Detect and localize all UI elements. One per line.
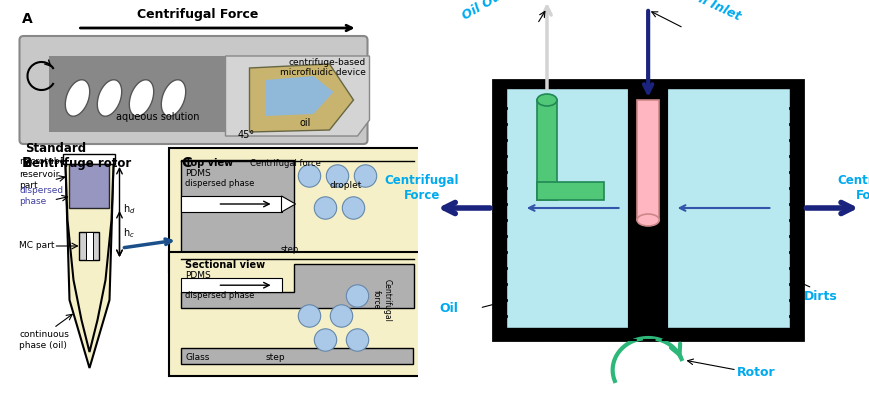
Text: B: B [22, 156, 32, 170]
Bar [182, 196, 282, 212]
Text: Centrifugal
force: Centrifugal force [371, 278, 391, 322]
Circle shape [326, 165, 348, 187]
Circle shape [346, 285, 368, 307]
Text: PDMS: PDMS [185, 169, 211, 178]
Bar [182, 278, 282, 292]
Ellipse shape [65, 80, 90, 116]
Polygon shape [70, 164, 109, 208]
Text: step: step [280, 245, 298, 254]
Text: MC part: MC part [19, 242, 55, 250]
Ellipse shape [536, 94, 556, 106]
Ellipse shape [636, 214, 659, 226]
Bar [636, 100, 659, 220]
Text: Oil Inlet: Oil Inlet [686, 0, 742, 23]
Circle shape [330, 305, 352, 327]
Text: Oil Outlet: Oil Outlet [460, 0, 525, 23]
Text: Dirts: Dirts [803, 290, 836, 303]
Polygon shape [79, 232, 99, 260]
Text: Centrifugal
Force: Centrifugal Force [384, 174, 459, 202]
Circle shape [298, 165, 321, 187]
Bar [537, 182, 603, 200]
Text: C: C [182, 156, 191, 170]
Text: dispersed phase: dispersed phase [185, 291, 255, 300]
Text: microtube: microtube [19, 158, 65, 166]
Bar [492, 80, 803, 340]
Bar [665, 88, 789, 328]
Polygon shape [182, 264, 413, 308]
Polygon shape [65, 164, 113, 352]
Text: Oil: Oil [439, 302, 458, 315]
Text: continuous
phase (oil): continuous phase (oil) [19, 330, 70, 350]
Text: Sectional view: Sectional view [185, 260, 265, 270]
Text: A: A [22, 12, 32, 26]
FancyBboxPatch shape [169, 148, 425, 272]
Text: h$_d$: h$_d$ [123, 202, 136, 216]
Text: step: step [265, 353, 285, 362]
Bar [506, 88, 630, 328]
Bar [182, 348, 413, 364]
Text: Centrifugal Force: Centrifugal Force [136, 8, 258, 21]
Bar [86, 232, 93, 260]
Bar [537, 100, 556, 200]
Text: Glass: Glass [185, 353, 209, 362]
Text: Top view: Top view [185, 158, 234, 168]
Text: dispersed
phase: dispersed phase [19, 186, 63, 206]
Text: reservoir
part: reservoir part [19, 170, 60, 190]
Circle shape [314, 197, 336, 219]
Text: aqueous solution: aqueous solution [116, 112, 199, 122]
Text: PDMS: PDMS [185, 271, 211, 280]
Circle shape [298, 305, 321, 327]
Circle shape [314, 329, 336, 351]
Text: Centrifugal
Force: Centrifugal Force [836, 174, 869, 202]
FancyBboxPatch shape [169, 252, 425, 376]
Polygon shape [225, 56, 369, 136]
FancyBboxPatch shape [19, 36, 367, 144]
Circle shape [342, 197, 364, 219]
Bar [50, 56, 337, 132]
Text: Standard
centrifuge rotor: Standard centrifuge rotor [25, 142, 131, 170]
Circle shape [354, 165, 376, 187]
Polygon shape [249, 64, 353, 132]
Text: droplet: droplet [329, 181, 362, 190]
Ellipse shape [161, 80, 185, 116]
Ellipse shape [97, 80, 122, 116]
Bar [63, 154, 116, 164]
Text: oil: oil [300, 118, 311, 128]
Bar [182, 160, 293, 260]
Text: Rotor: Rotor [736, 366, 774, 379]
Text: dispersed phase: dispersed phase [185, 179, 255, 188]
Text: Centrifugal force: Centrifugal force [249, 159, 321, 168]
Polygon shape [65, 164, 113, 368]
Polygon shape [282, 196, 295, 212]
Text: centrifuge-based
microfluidic device: centrifuge-based microfluidic device [279, 58, 365, 77]
Text: h$_c$: h$_c$ [123, 226, 136, 240]
Ellipse shape [129, 80, 154, 116]
Polygon shape [265, 76, 333, 116]
Text: 45°: 45° [237, 130, 255, 140]
Circle shape [346, 329, 368, 351]
